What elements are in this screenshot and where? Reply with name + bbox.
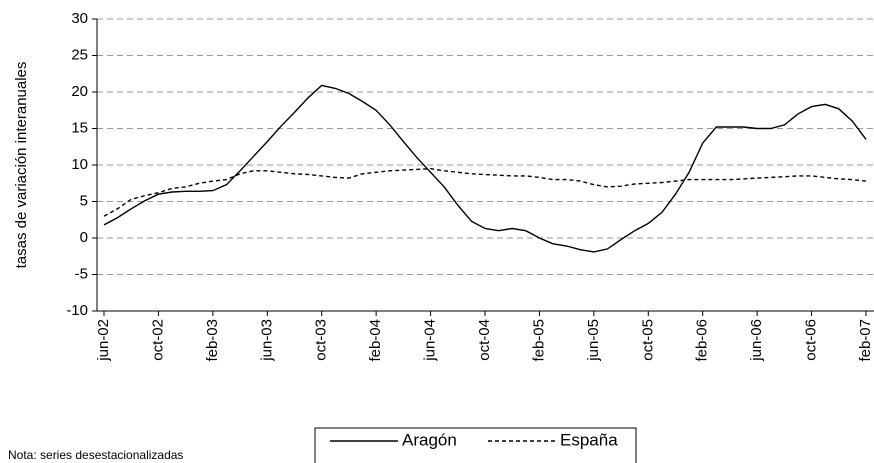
x-tick-label: oct-03: [313, 319, 330, 361]
legend-label: Aragón: [402, 430, 457, 449]
x-tick-label: oct-05: [639, 319, 656, 361]
x-tick-label: feb-03: [204, 319, 221, 362]
x-tick-label: oct-06: [803, 319, 820, 361]
y-tick-label: 5: [80, 192, 88, 209]
y-tick-label: 10: [71, 156, 88, 173]
y-tick-label: -5: [75, 265, 88, 282]
y-tick-label: 0: [80, 229, 88, 246]
note: Nota: series desestacionalizadas: [8, 448, 183, 462]
series-line: [103, 167, 867, 217]
x-tick-label: oct-04: [476, 319, 493, 361]
x-tick-label: feb-07: [857, 319, 874, 362]
x-tick-label: feb-04: [367, 319, 384, 362]
y-tick-label: 15: [71, 119, 88, 136]
x-tick-label: oct-02: [149, 319, 166, 361]
x-tick-label: feb-05: [530, 319, 547, 362]
y-tick-label: 20: [71, 83, 88, 100]
legend-box: [314, 427, 637, 463]
y-tick-label: -10: [66, 302, 88, 319]
series-line: [103, 84, 867, 253]
y-tick-label: 30: [71, 10, 88, 27]
x-tick-label: jun-06: [748, 319, 765, 362]
x-tick-label: jun-05: [585, 319, 602, 362]
x-tick-label: jun-03: [258, 319, 275, 362]
y-tick-label: 25: [71, 46, 88, 63]
x-tick-label: feb-06: [694, 319, 711, 362]
x-tick-label: jun-02: [95, 319, 112, 362]
legend-label: España: [560, 430, 618, 449]
y-axis-label: tasas de variación interanuales: [13, 62, 30, 269]
x-tick-label: jun-04: [422, 319, 439, 362]
